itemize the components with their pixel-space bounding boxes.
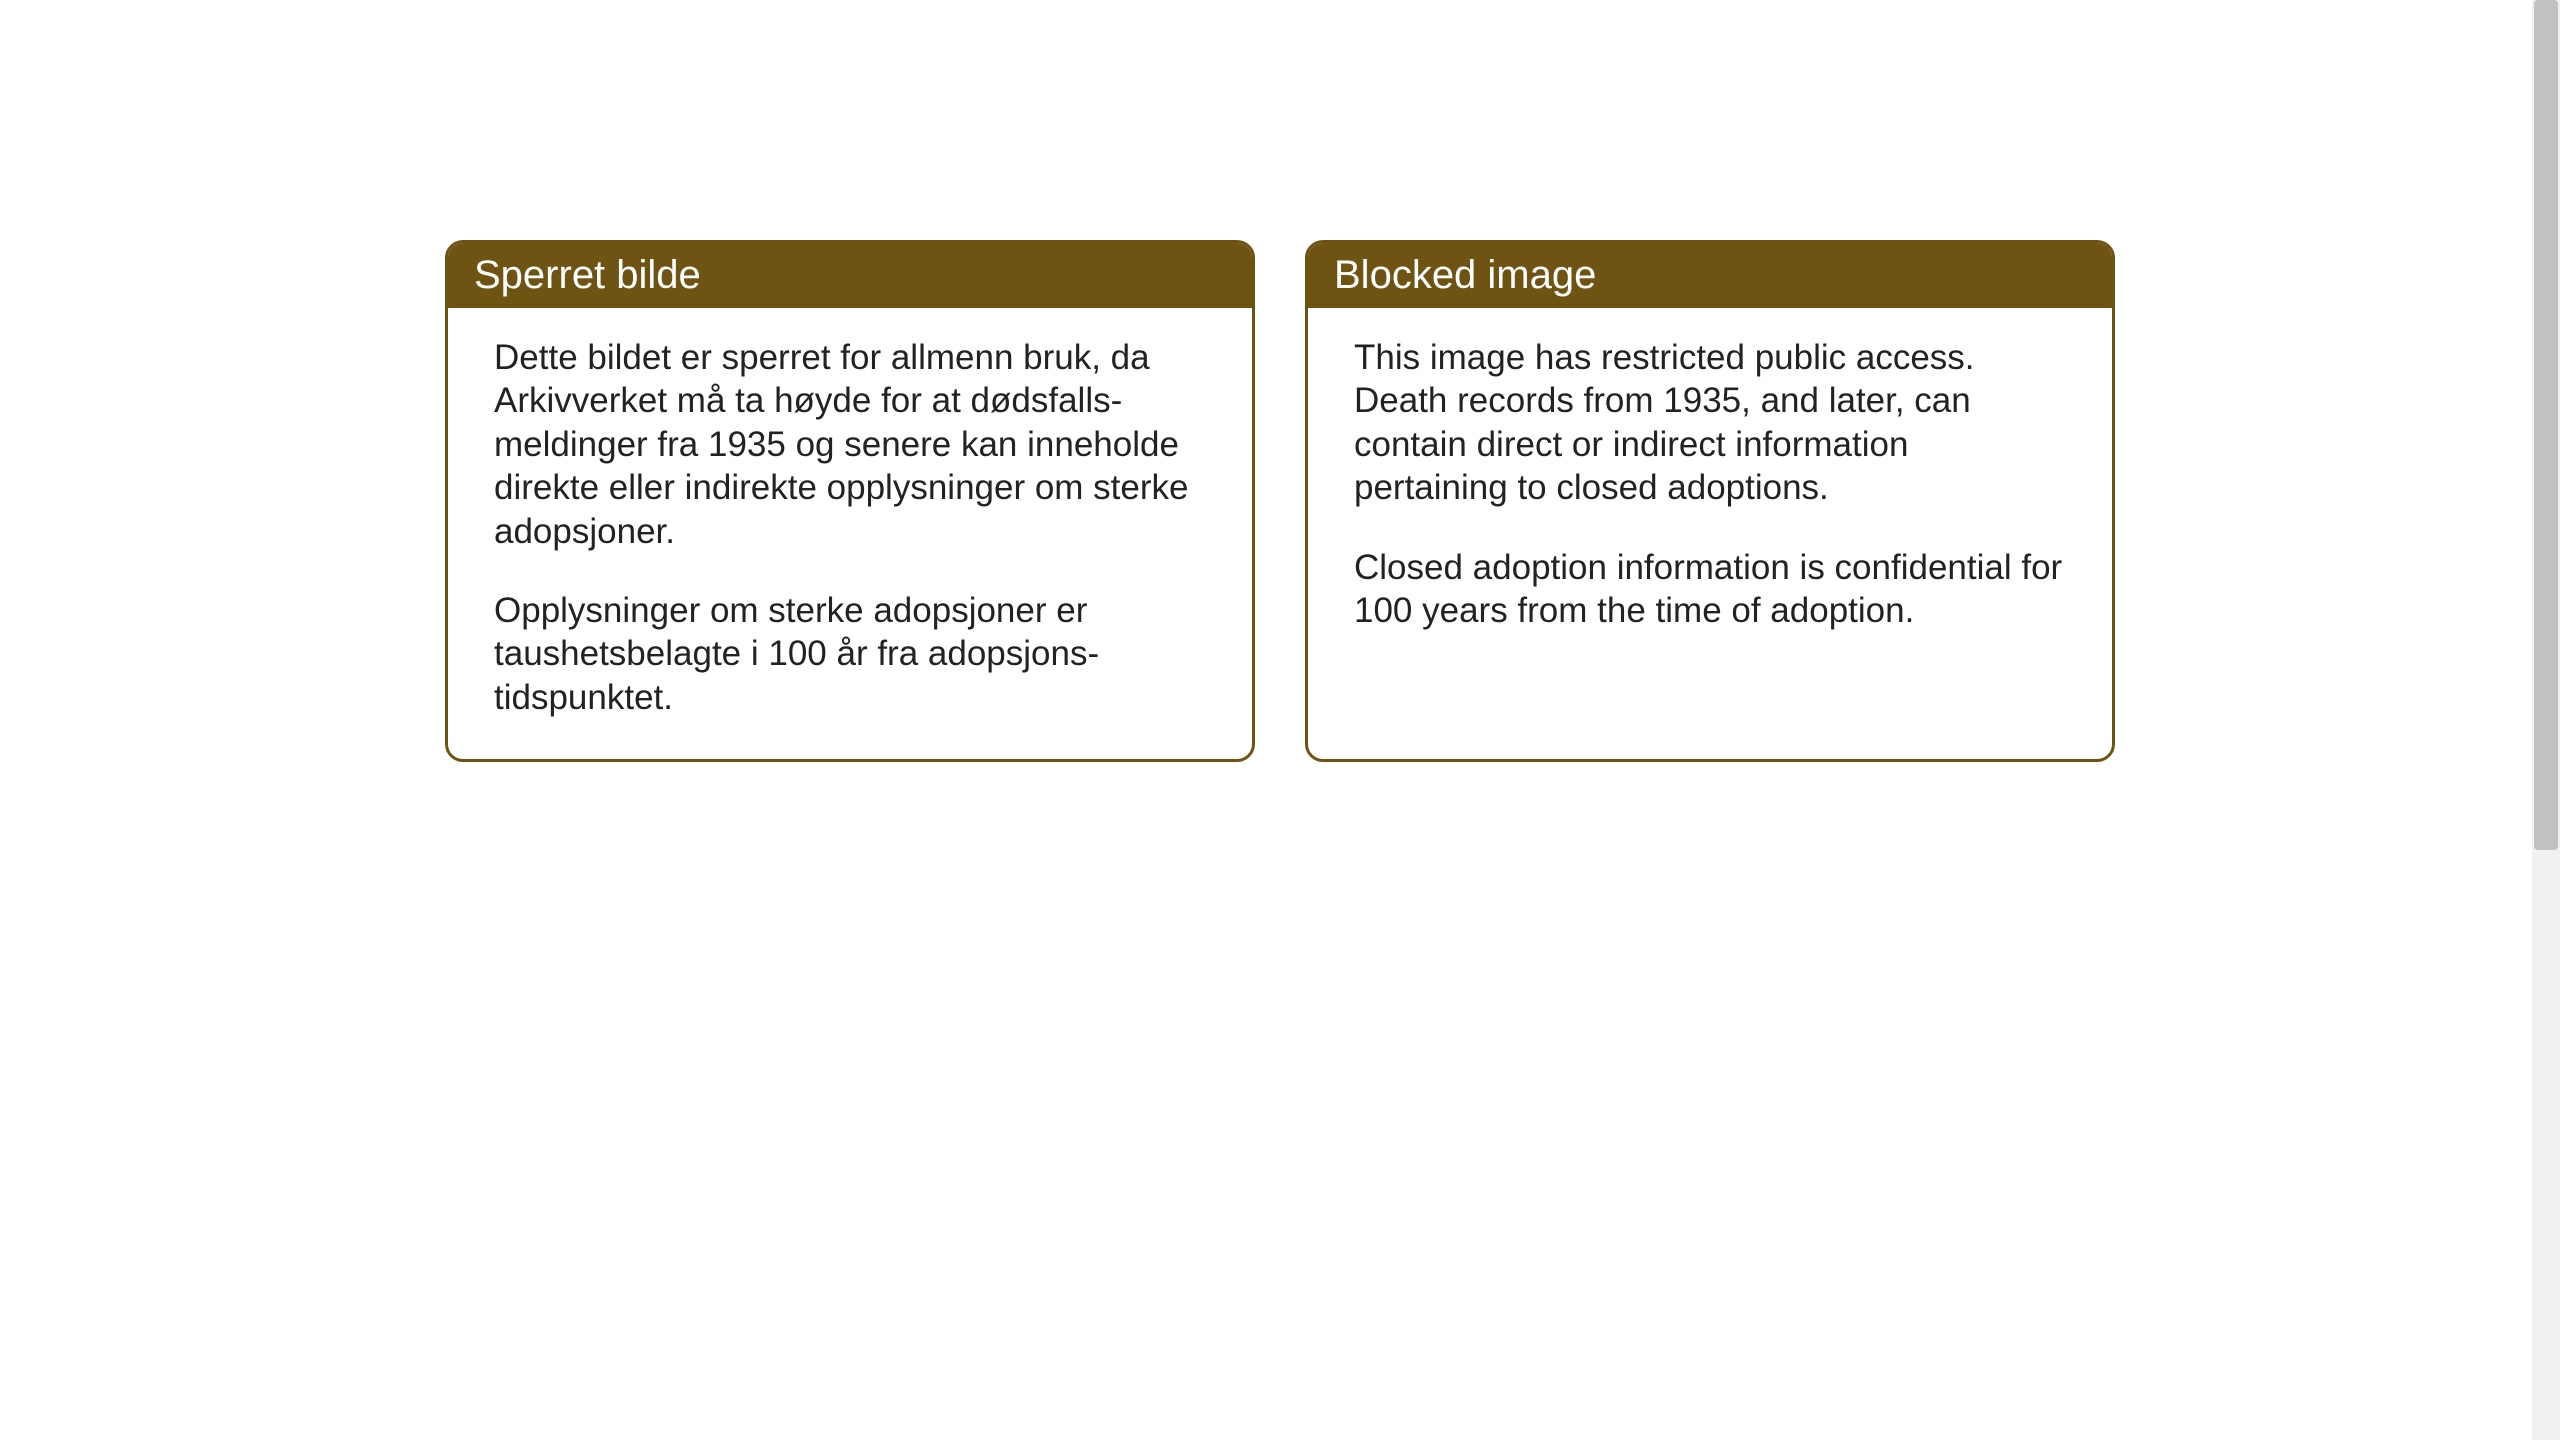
norwegian-paragraph-1: Dette bildet er sperret for allmenn bruk…	[494, 336, 1206, 553]
english-card-title: Blocked image	[1308, 243, 2112, 308]
english-paragraph-1: This image has restricted public access.…	[1354, 336, 2066, 510]
norwegian-card-body: Dette bildet er sperret for allmenn bruk…	[448, 308, 1252, 759]
vertical-scrollbar-track[interactable]	[2532, 0, 2560, 1440]
norwegian-notice-card: Sperret bilde Dette bildet er sperret fo…	[445, 240, 1255, 762]
english-notice-card: Blocked image This image has restricted …	[1305, 240, 2115, 762]
notice-cards-container: Sperret bilde Dette bildet er sperret fo…	[445, 240, 2115, 762]
english-paragraph-2: Closed adoption information is confident…	[1354, 546, 2066, 633]
norwegian-paragraph-2: Opplysninger om sterke adopsjoner er tau…	[494, 589, 1206, 719]
vertical-scrollbar-thumb[interactable]	[2534, 0, 2558, 850]
english-card-body: This image has restricted public access.…	[1308, 308, 2112, 672]
norwegian-card-title: Sperret bilde	[448, 243, 1252, 308]
